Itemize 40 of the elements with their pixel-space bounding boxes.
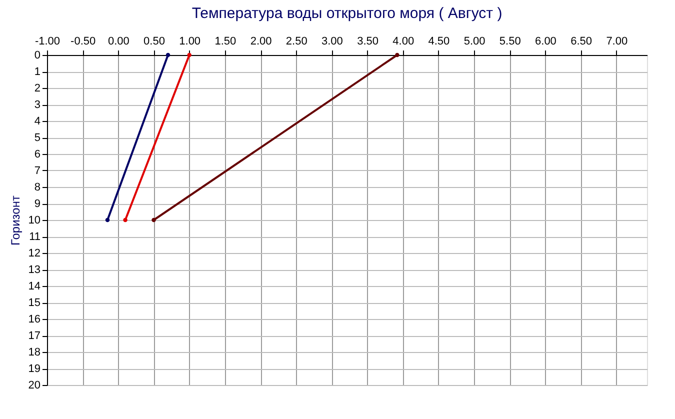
y-tick-label: 7 [34, 165, 40, 177]
y-tick-label: 1 [34, 66, 40, 78]
x-tick-label: 4.00 [392, 36, 414, 48]
x-tick-label: 1.50 [214, 36, 236, 48]
x-tick-label: 4.50 [428, 36, 450, 48]
y-tick-label: 9 [34, 198, 40, 210]
x-tick-label: -1.00 [34, 36, 60, 48]
chart-title: Температура воды открытого моря ( Август ) [192, 5, 502, 22]
x-tick-label: 1.00 [179, 36, 201, 48]
x-tick-label: 5.50 [499, 36, 521, 48]
y-tick-label: 15 [28, 297, 40, 309]
x-tick-label: 3.50 [357, 36, 378, 48]
y-tick-label: 2 [34, 82, 40, 94]
y-tick-label: 12 [28, 248, 40, 260]
x-tick-label: 3.00 [321, 36, 343, 48]
y-tick-label: 4 [34, 116, 40, 128]
y-tick-label: 3 [34, 99, 40, 111]
y-tick-label: 5 [34, 132, 40, 144]
x-tick-label: 7.00 [606, 36, 628, 48]
x-tick-label: 5.00 [464, 36, 486, 48]
x-tick-label: 2.50 [286, 36, 308, 48]
y-tick-label: 19 [28, 363, 40, 375]
y-tick-label: 14 [28, 280, 40, 292]
y-axis-title: Горизонт [8, 195, 22, 246]
y-tick-label: 16 [28, 314, 40, 326]
y-tick-label: 17 [28, 330, 40, 342]
x-tick-label: 0.50 [144, 36, 165, 48]
y-tick-label: 13 [28, 264, 40, 276]
y-tick-label: 11 [29, 231, 40, 243]
x-tick-label: 6.00 [535, 36, 556, 48]
y-tick-label: 8 [34, 182, 40, 194]
x-tick-label: -0.50 [70, 36, 96, 48]
y-tick-label: 20 [28, 380, 40, 392]
y-tick-label: 0 [34, 50, 40, 62]
x-tick-label: 6.50 [570, 36, 592, 48]
x-tick-label: 0.00 [108, 36, 130, 48]
y-tick-label: 18 [28, 346, 40, 358]
y-tick-label: 6 [34, 148, 40, 160]
y-tick-label: 10 [28, 214, 40, 226]
x-tick-label: 2.00 [250, 36, 272, 48]
